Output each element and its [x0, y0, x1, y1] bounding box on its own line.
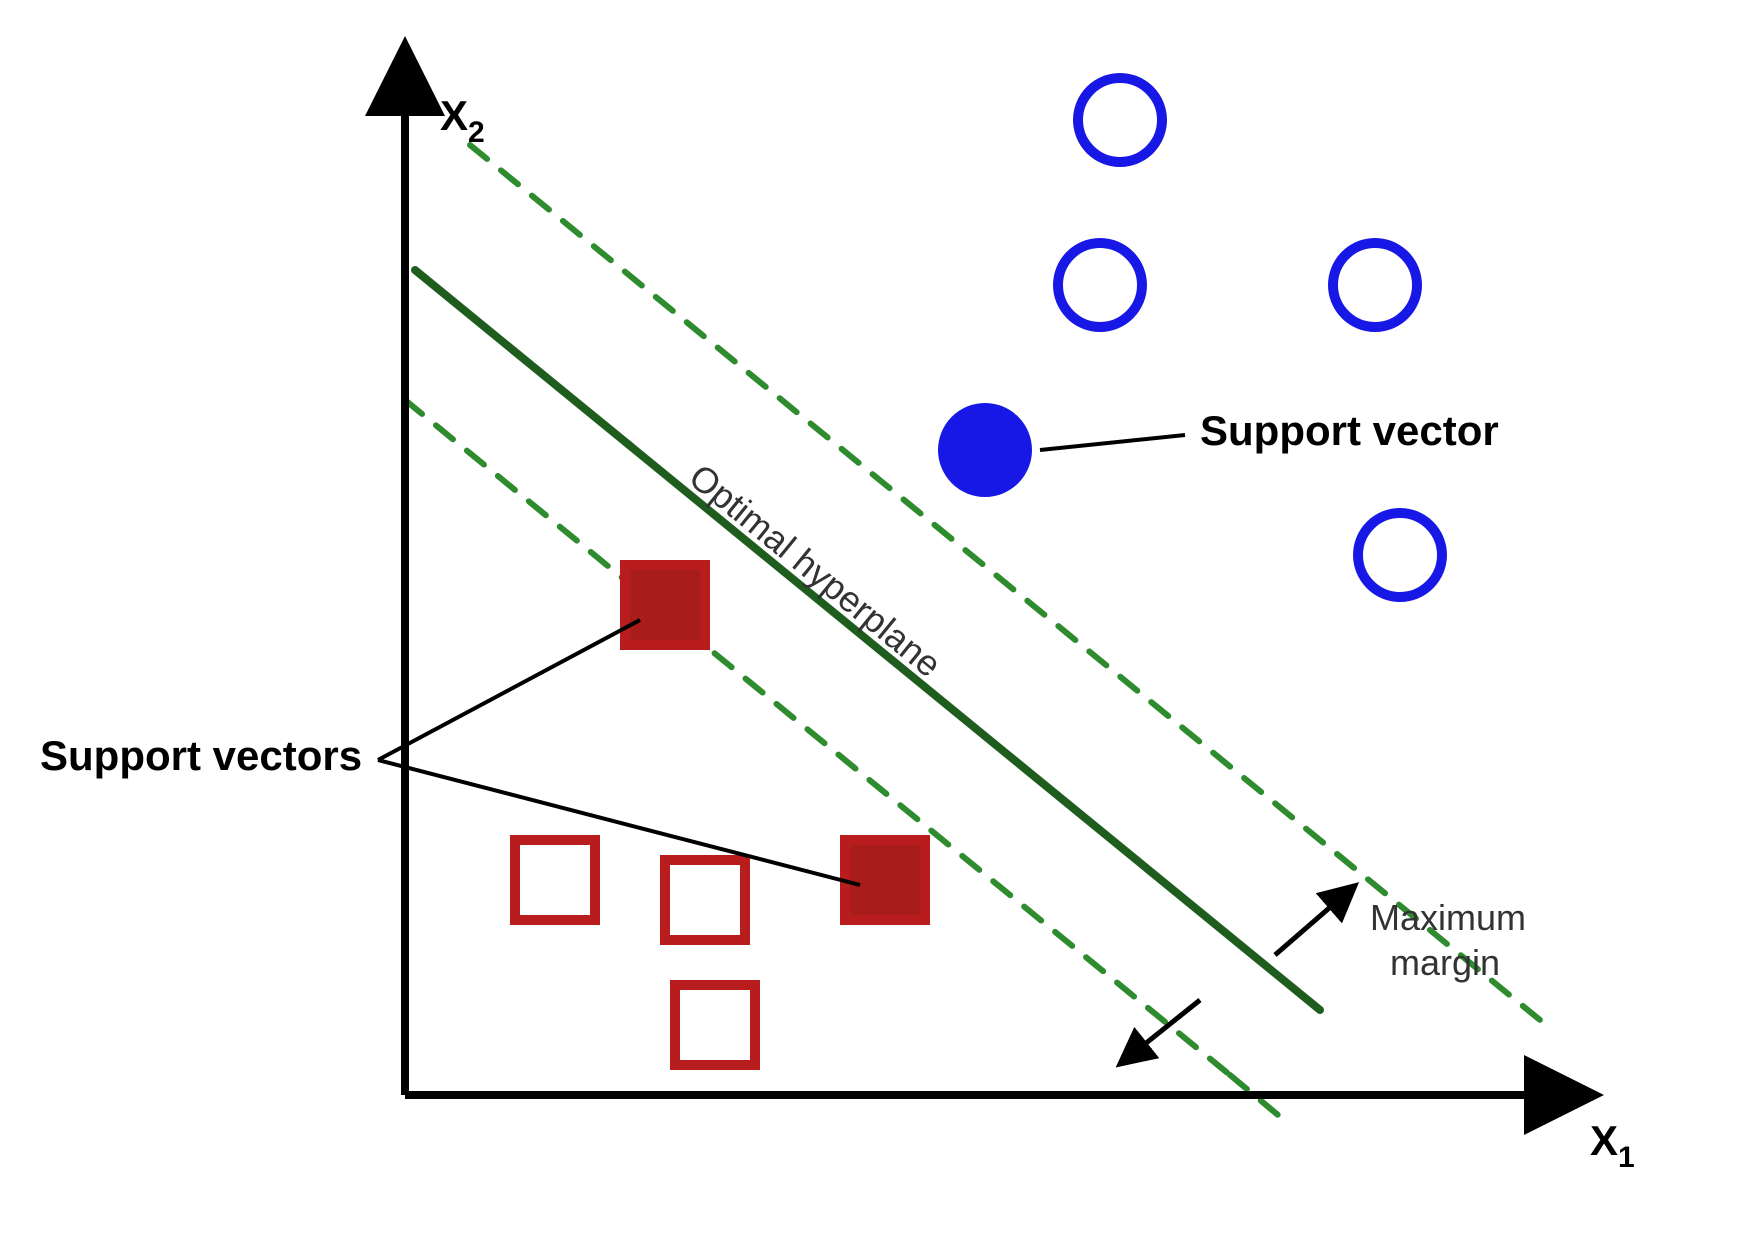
svg-text:Support vector: Support vector	[1200, 407, 1499, 454]
hyperplane-label: Optimal hyperplane	[682, 456, 950, 685]
square-point	[665, 860, 745, 940]
circle-support-vector	[943, 408, 1027, 492]
square-point	[515, 840, 595, 920]
circle-point	[1078, 78, 1162, 162]
svg-text:Support vectors: Support vectors	[40, 732, 362, 779]
support-vectors-left-annotation: Support vectors	[40, 620, 860, 885]
axes	[405, 60, 1580, 1095]
support-vector-right-annotation: Support vector	[1040, 407, 1499, 454]
square-support-vector	[845, 840, 925, 920]
class-a-points	[515, 840, 755, 1065]
class-b-points	[1058, 78, 1442, 597]
circle-point	[1058, 243, 1142, 327]
class-b-support-vector	[943, 408, 1027, 492]
circle-point	[1333, 243, 1417, 327]
svg-text:Maximum: Maximum	[1370, 897, 1526, 938]
y-axis-label: X2	[440, 92, 485, 149]
square-support-vector	[625, 565, 705, 645]
x-axis-label: X1	[1590, 1117, 1635, 1174]
square-point	[675, 985, 755, 1065]
margin-lines	[405, 145, 1540, 1125]
circle-point	[1358, 513, 1442, 597]
svg-text:margin: margin	[1390, 942, 1500, 983]
